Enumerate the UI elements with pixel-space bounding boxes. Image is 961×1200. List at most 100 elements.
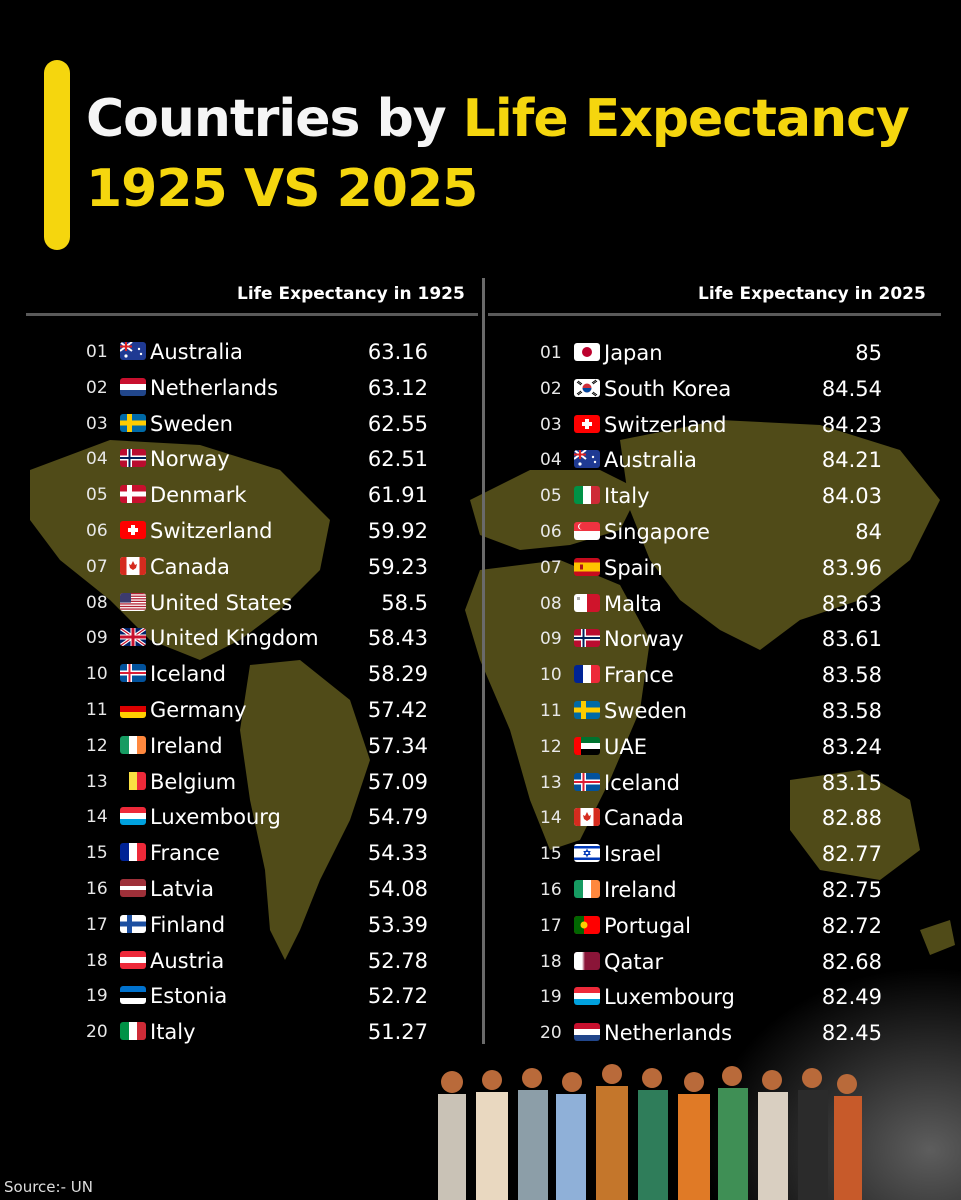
- life-expectancy-value: 62.51: [367, 447, 428, 472]
- country-name: Canada: [604, 806, 684, 831]
- life-expectancy-value: 82.88: [821, 806, 882, 831]
- table-row: 15 Israel 82.77: [540, 836, 882, 872]
- title-accent-bar: [44, 60, 70, 250]
- rank-number: 03: [86, 413, 108, 434]
- flag-icon: [574, 1023, 600, 1042]
- country-name: Italy: [604, 484, 650, 509]
- country-name: Luxembourg: [150, 805, 281, 830]
- life-expectancy-value: 54.08: [367, 877, 428, 901]
- country-name: Denmark: [150, 483, 247, 508]
- life-expectancy-value: 82.75: [821, 878, 882, 902]
- flag-icon: [120, 735, 146, 754]
- table-row: 06 Switzerland 59.92: [86, 513, 428, 549]
- rank-number: 20: [86, 1022, 108, 1043]
- page-title: Countries by Life Expectancy 1925 VS 202…: [86, 84, 910, 224]
- title-line-2: 1925 VS 2025: [86, 159, 478, 219]
- flag-icon: [574, 629, 600, 648]
- flag-icon: [574, 486, 600, 505]
- table-row: 14 Luxembourg 54.79: [86, 799, 428, 835]
- table-row: 13 Belgium 57.09: [86, 764, 428, 800]
- table-row: 03 Switzerland 84.23: [540, 407, 882, 443]
- flag-icon: [574, 844, 600, 863]
- rank-number: 02: [540, 378, 562, 399]
- flag-icon: [120, 592, 146, 611]
- flag-icon: [574, 557, 600, 576]
- flag-icon: [120, 700, 146, 718]
- flag-icon: [574, 378, 600, 397]
- rank-number: 01: [540, 343, 562, 363]
- life-expectancy-value: 82.68: [821, 949, 882, 974]
- table-row: 11 Germany 57.42: [86, 692, 428, 728]
- table-row: 19 Luxembourg 82.49: [540, 979, 882, 1015]
- rank-number: 15: [86, 843, 108, 864]
- life-expectancy-value: 54.33: [367, 841, 428, 866]
- table-row: 18 Austria 52.78: [86, 943, 428, 979]
- country-name: Finland: [150, 912, 226, 937]
- rank-number: 16: [86, 879, 108, 899]
- life-expectancy-value: 51.27: [367, 1020, 428, 1045]
- flag-icon: [574, 772, 600, 791]
- flag-icon: [120, 950, 146, 969]
- rank-number: 11: [86, 700, 108, 720]
- rank-number: 07: [86, 556, 108, 577]
- flag-icon: [574, 808, 600, 827]
- table-row: 08 Malta 83.63: [540, 586, 882, 622]
- table-row: 16 Ireland 82.75: [540, 872, 882, 908]
- country-name: Ireland: [150, 733, 223, 758]
- country-name: Japan: [604, 341, 663, 365]
- life-expectancy-value: 84.03: [821, 484, 882, 509]
- title-part-2: Life Expectancy: [462, 89, 910, 149]
- title-part-1: Countries by: [86, 89, 463, 149]
- country-name: Switzerland: [604, 412, 727, 437]
- table-row: 10 Iceland 58.29: [86, 656, 428, 692]
- table-row: 05 Italy 84.03: [540, 478, 882, 514]
- flag-icon: [574, 987, 600, 1006]
- country-name: Israel: [604, 842, 662, 867]
- life-expectancy-value: 58.43: [367, 626, 428, 651]
- country-name: Belgium: [150, 769, 237, 794]
- country-name: Spain: [604, 555, 663, 580]
- source-note: Source:- UN: [4, 1178, 93, 1196]
- country-name: Norway: [604, 627, 684, 652]
- country-name: Switzerland: [150, 519, 273, 543]
- column-heading-2025: Life Expectancy in 2025: [698, 284, 926, 304]
- flag-icon: [120, 413, 146, 432]
- flag-icon: [574, 915, 600, 934]
- life-expectancy-value: 58.29: [367, 662, 428, 687]
- rank-number: 14: [86, 807, 108, 828]
- life-expectancy-value: 62.55: [367, 411, 428, 436]
- life-expectancy-value: 83.58: [821, 699, 882, 723]
- life-expectancy-value: 83.61: [821, 627, 882, 652]
- table-row: 09 Norway 83.61: [540, 621, 882, 657]
- table-row: 12 Ireland 57.34: [86, 728, 428, 764]
- table-row: 02 South Korea 84.54: [540, 371, 882, 407]
- rank-number: 14: [540, 808, 562, 829]
- table-row: 02 Netherlands 63.12: [86, 370, 428, 406]
- flag-icon: [120, 342, 146, 360]
- life-expectancy-value: 85: [855, 341, 882, 365]
- flag-icon: [574, 343, 600, 361]
- table-row: 03 Sweden 62.55: [86, 406, 428, 442]
- life-expectancy-value: 83.58: [821, 663, 882, 688]
- country-name: Australia: [604, 448, 697, 473]
- flag-icon: [574, 665, 600, 684]
- country-name: Malta: [604, 591, 662, 616]
- life-expectancy-value: 63.12: [367, 375, 428, 400]
- flag-icon: [574, 736, 600, 755]
- rank-number: 11: [540, 701, 562, 721]
- table-row: 20 Italy 51.27: [86, 1014, 428, 1050]
- table-row: 10 France 83.58: [540, 657, 882, 693]
- country-name: Canada: [150, 554, 230, 579]
- table-row: 01 Japan 85: [540, 335, 882, 371]
- life-expectancy-value: 83.96: [821, 555, 882, 580]
- life-expectancy-value: 52.72: [367, 984, 428, 1009]
- table-row: 19 Estonia 52.72: [86, 978, 428, 1014]
- life-expectancy-value: 83.15: [821, 770, 882, 795]
- table-row: 08 United States 58.5: [86, 585, 428, 621]
- life-expectancy-value: 59.23: [367, 554, 428, 579]
- table-row: 09 United Kingdom 58.43: [86, 620, 428, 656]
- people-crowd-illustration: [438, 1064, 862, 1200]
- rank-number: 18: [540, 951, 562, 972]
- life-expectancy-value: 82.72: [821, 913, 882, 938]
- rank-number: 15: [540, 844, 562, 865]
